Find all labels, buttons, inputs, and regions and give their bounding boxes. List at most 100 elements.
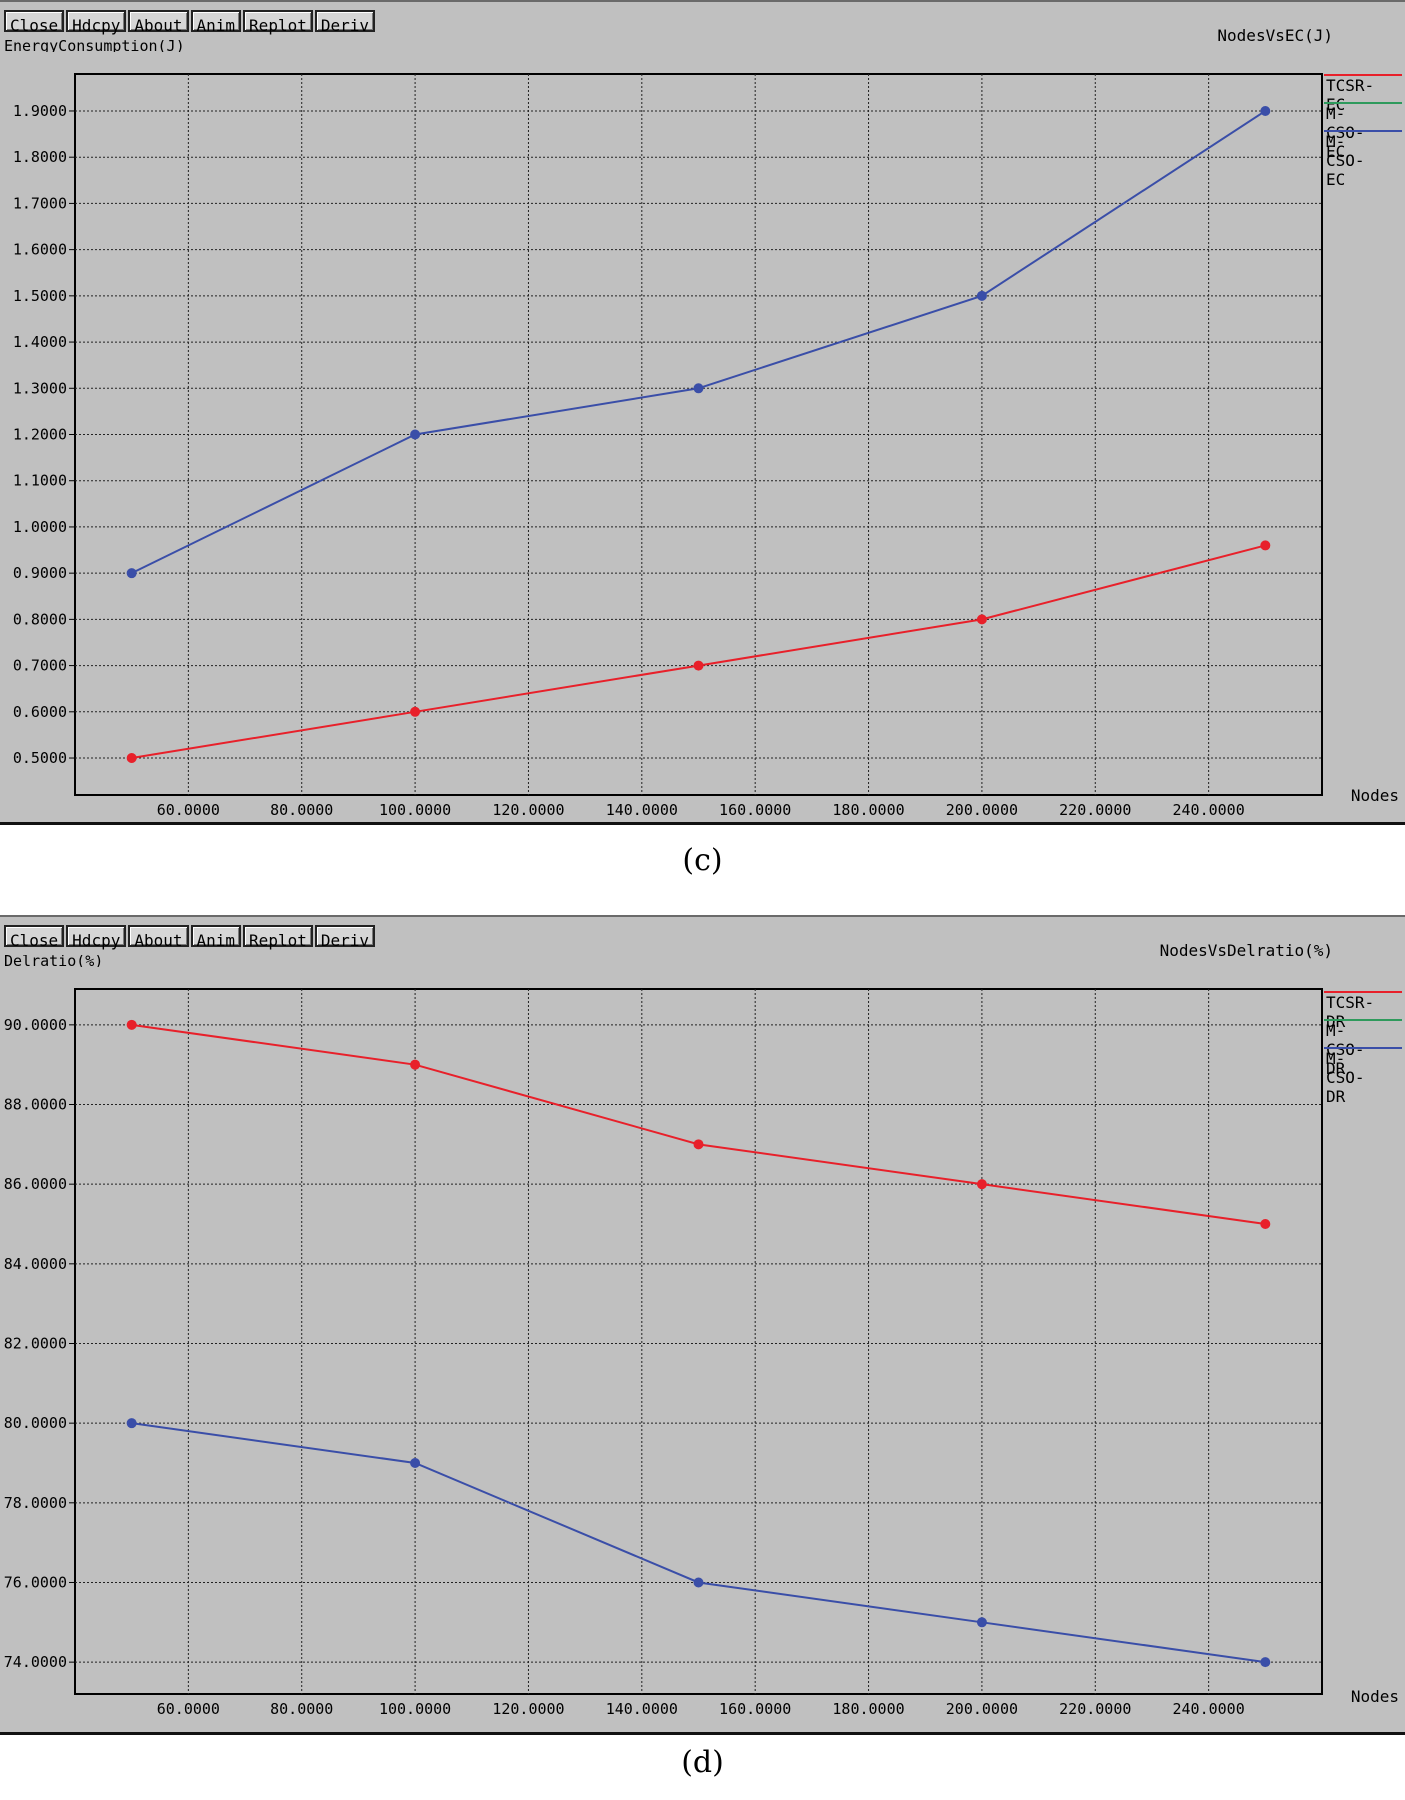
plot-area: 60.0000 80.0000 100.0000 120.0000 140.0000 16… bbox=[13, 73, 1323, 819]
plot-frame bbox=[74, 73, 1323, 796]
chart-panel-c: Close Hdcpy About Anim Replot Deriv Node… bbox=[0, 0, 1405, 825]
x-tick-label: 220.0000 bbox=[1059, 1700, 1131, 1718]
hardcopy-button[interactable]: Hdcpy bbox=[66, 10, 127, 35]
anim-button[interactable]: Anim bbox=[190, 10, 242, 35]
x-tick-label: 200.0000 bbox=[946, 801, 1018, 819]
y-tick-label: 0.8000 bbox=[13, 610, 67, 628]
legend-label: M-CSO-DR bbox=[1326, 1021, 1365, 1078]
data-point bbox=[976, 1179, 987, 1190]
data-point bbox=[693, 383, 704, 394]
data-point bbox=[410, 706, 421, 717]
data-point bbox=[1260, 540, 1271, 551]
x-tick-label: 180.0000 bbox=[832, 1700, 904, 1718]
y-tick-label: 1.3000 bbox=[13, 379, 67, 397]
y-axis-label: EnergyConsumption(J) bbox=[4, 40, 185, 52]
x-tick-label: 80.0000 bbox=[270, 801, 333, 819]
x-axis-label: Nodes bbox=[1350, 786, 1399, 805]
x-tick-label: 100.0000 bbox=[379, 1700, 451, 1718]
chart-title: NodesVsDelratio(%) bbox=[1159, 941, 1333, 960]
figure-caption: (c) bbox=[682, 843, 723, 878]
legend-label: M-CSO-EC bbox=[1326, 132, 1365, 189]
x-tick-label: 140.0000 bbox=[606, 1700, 678, 1718]
data-point bbox=[126, 1418, 137, 1429]
x-tick-label: 240.0000 bbox=[1173, 801, 1245, 819]
legend-item: TCSR-EC bbox=[1324, 74, 1402, 114]
hardcopy-button[interactable]: Hdcpy bbox=[66, 925, 127, 950]
about-button[interactable]: About bbox=[128, 925, 189, 950]
legend-item: TCSR-DR bbox=[1324, 991, 1402, 1031]
y-tick-label: 1.6000 bbox=[13, 241, 67, 259]
anim-button[interactable]: Anim bbox=[190, 925, 242, 950]
y-axis-label: Delratio(%) bbox=[4, 955, 104, 967]
y-tick-label: 74.0000 bbox=[4, 1653, 67, 1671]
plot-frame bbox=[74, 988, 1323, 1695]
data-point bbox=[1260, 1657, 1271, 1668]
y-tick-label: 88.0000 bbox=[4, 1096, 67, 1114]
data-point bbox=[976, 1617, 987, 1628]
figure-caption: (d) bbox=[681, 1745, 724, 1780]
legend-item: M-CSO-EC bbox=[1324, 102, 1402, 161]
data-point bbox=[693, 1577, 704, 1588]
y-tick-label: 90.0000 bbox=[4, 1016, 67, 1034]
data-point bbox=[126, 753, 137, 764]
legend-label: TCSR-DR bbox=[1326, 993, 1375, 1031]
data-point bbox=[126, 1019, 137, 1030]
x-tick-label: 240.0000 bbox=[1173, 1700, 1245, 1718]
data-point bbox=[693, 660, 704, 671]
y-tick-label: 0.9000 bbox=[13, 564, 67, 582]
x-tick-label: 160.0000 bbox=[719, 801, 791, 819]
x-tick-label: 180.0000 bbox=[832, 801, 904, 819]
replot-button[interactable]: Replot bbox=[243, 10, 313, 35]
y-tick-label: 76.0000 bbox=[4, 1573, 67, 1591]
close-button[interactable]: Close bbox=[4, 925, 65, 950]
y-tick-label: 0.6000 bbox=[13, 703, 67, 721]
chart-title: NodesVsEC(J) bbox=[1217, 26, 1333, 45]
y-tick-label: 78.0000 bbox=[4, 1494, 67, 1512]
data-point bbox=[410, 429, 421, 440]
legend-item: M-CSO-DR bbox=[1324, 1047, 1402, 1106]
legend-label: M-CSO-EC bbox=[1326, 104, 1365, 161]
data-point bbox=[1260, 105, 1271, 116]
y-tick-label: 80.0000 bbox=[4, 1414, 67, 1432]
x-tick-label: 80.0000 bbox=[270, 1700, 333, 1718]
close-button[interactable]: Close bbox=[4, 10, 65, 35]
legend-label: M-CSO-DR bbox=[1326, 1049, 1365, 1106]
data-point bbox=[126, 568, 137, 579]
plot-area: 60.0000 80.0000 100.0000 120.0000 140.0000 16… bbox=[4, 988, 1323, 1718]
x-tick-label: 60.0000 bbox=[157, 801, 220, 819]
x-tick-label: 220.0000 bbox=[1059, 801, 1131, 819]
legend-item: M-CSO-EC bbox=[1324, 130, 1402, 189]
y-tick-label: 1.8000 bbox=[13, 148, 67, 166]
y-tick-label: 1.0000 bbox=[13, 518, 67, 536]
data-point bbox=[976, 290, 987, 301]
x-tick-label: 160.0000 bbox=[719, 1700, 791, 1718]
data-point bbox=[693, 1139, 704, 1150]
replot-button[interactable]: Replot bbox=[243, 925, 313, 950]
y-tick-label: 1.7000 bbox=[13, 194, 67, 212]
x-tick-label: 120.0000 bbox=[492, 801, 564, 819]
legend: TCSR-EC M-CSO-EC M-CSO-EC bbox=[1324, 74, 1402, 189]
y-tick-label: 0.5000 bbox=[13, 749, 67, 767]
data-point bbox=[410, 1059, 421, 1070]
legend-item: M-CSO-DR bbox=[1324, 1019, 1402, 1078]
deriv-button[interactable]: Deriv bbox=[314, 925, 376, 950]
toolbar: Close Hdcpy About Anim Replot Deriv bbox=[4, 10, 376, 35]
legend: TCSR-DR M-CSO-DR M-CSO-DR bbox=[1324, 991, 1402, 1106]
y-tick-label: 1.4000 bbox=[13, 333, 67, 351]
y-tick-label: 86.0000 bbox=[4, 1175, 67, 1193]
y-tick-label: 84.0000 bbox=[4, 1255, 67, 1273]
toolbar: Close Hdcpy About Anim Replot Deriv bbox=[4, 925, 376, 950]
about-button[interactable]: About bbox=[128, 10, 189, 35]
y-tick-label: 1.5000 bbox=[13, 287, 67, 305]
legend-label: TCSR-EC bbox=[1326, 76, 1375, 114]
data-point bbox=[410, 1457, 421, 1468]
deriv-button[interactable]: Deriv bbox=[314, 10, 376, 35]
chart-panel-d: Close Hdcpy About Anim Replot Deriv Node… bbox=[0, 915, 1405, 1735]
y-tick-label: 82.0000 bbox=[4, 1334, 67, 1352]
x-tick-label: 200.0000 bbox=[946, 1700, 1018, 1718]
x-tick-label: 100.0000 bbox=[379, 801, 451, 819]
x-tick-label: 120.0000 bbox=[492, 1700, 564, 1718]
x-tick-label: 60.0000 bbox=[157, 1700, 220, 1718]
y-tick-label: 1.1000 bbox=[13, 472, 67, 490]
data-point bbox=[976, 614, 987, 625]
